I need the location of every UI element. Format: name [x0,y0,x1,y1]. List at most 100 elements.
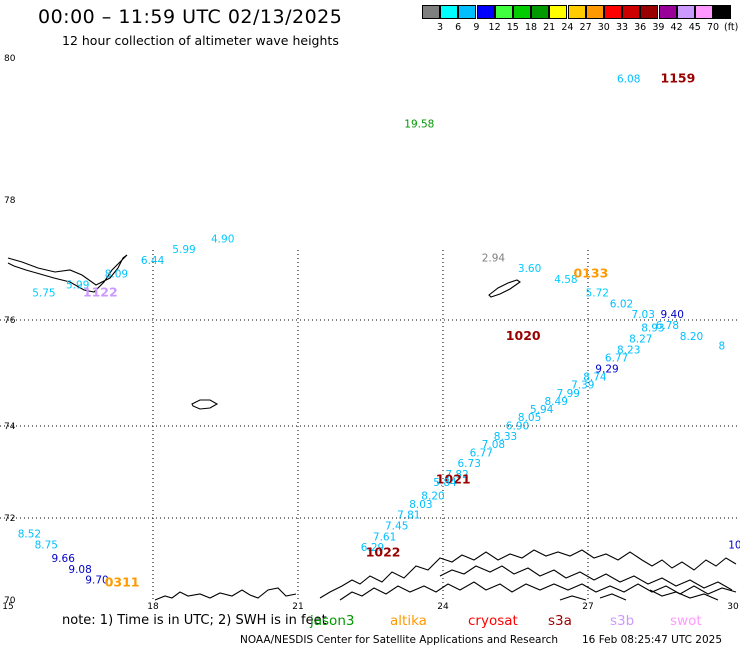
longitude-label: 27 [582,602,593,612]
scale-swatch [422,5,440,19]
scale-label: 21 [543,22,556,33]
pass-time-label: 1021 [436,472,471,487]
wave-height-value: 9.40 [661,309,684,321]
scale-swatch [531,5,550,19]
wave-height-value: 7.99 [557,388,580,400]
wave-height-value: 8.03 [409,499,432,511]
wave-height-value: 5.99 [172,244,195,256]
scale-swatch [604,5,622,19]
scale-label: 39 [652,22,665,33]
footer-note: note: 1) Time is in UTC; 2) SWH is in fe… [62,613,327,628]
wave-height-value: 8.20 [680,331,703,343]
wave-height-value: 8.20 [421,491,444,503]
pass-time-label: 0133 [574,266,609,281]
wave-height-value: 8 [719,341,726,353]
satellite-legend-item: jason3 [310,613,355,629]
wave-height-value: 6.29 [361,542,384,554]
wave-height-value: 8.49 [545,396,568,408]
pass-time-label: 1020 [506,328,541,343]
wave-height-value: 6.08 [617,73,640,85]
scale-swatch [440,5,459,19]
wave-height-value: 8.52 [18,529,41,541]
scale-swatch [567,5,586,19]
lat-lon-grid [0,250,740,600]
longitude-label: 15 [2,602,13,612]
scale-swatch [640,5,659,19]
scale-swatch [658,5,677,19]
wave-height-value: 9.08 [68,564,91,576]
scale-label: 70 [706,22,720,33]
generation-timestamp: 16 Feb 08:25:47 UTC 2025 [582,634,722,646]
wave-height-value: 7.39 [571,380,594,392]
latitude-label: 76 [4,316,16,326]
satellite-legend-item: s3a [548,613,572,629]
wave-height-value: 9.29 [595,363,618,375]
wave-height-value: 6.73 [458,458,481,470]
wave-height-value: 3.60 [518,263,541,275]
scale-swatch [585,5,604,19]
credit-text: NOAA/NESDIS Center for Satellite Applica… [240,634,558,646]
scale-label: 18 [524,22,538,33]
satellite-legend-item: swot [670,613,702,629]
wave-height-value: 6.44 [141,255,165,267]
wave-height-value: 7.45 [385,521,408,533]
wave-height-value: 7.61 [373,531,396,543]
wave-height-value: 8.23 [617,344,640,356]
wave-height-value: 8.27 [629,334,652,346]
wave-height-value: 7.82 [445,469,468,481]
wave-height-value: 8.05 [518,412,541,424]
wave-height-value: 4.58 [554,274,577,286]
scale-swatch [476,5,495,19]
wave-height-value: 4.90 [211,233,234,245]
pass-time-label: 1022 [366,545,401,560]
scale-label: 27 [579,22,592,33]
wave-height-points: 10209.408.938.278.236.779.298.747.397.99… [18,70,740,589]
wave-height-value: 7.03 [632,309,655,321]
pass-time-label: 1122 [83,285,118,300]
scale-label: 12 [488,22,501,33]
latitude-label: 78 [4,196,16,206]
wave-height-value: 9.70 [85,575,108,587]
wave-height-value: 6.90 [506,420,529,432]
longitude-label: 18 [147,602,159,612]
scale-label: 45 [688,22,701,33]
wave-height-value: 10 [728,540,740,552]
scale-label: 15 [506,22,519,33]
longitude-label: 24 [437,602,449,612]
scale-label: 36 [634,22,647,33]
wave-height-value: 8.93 [641,323,664,335]
scale-label: 9 [473,22,480,33]
scale-swatch [695,5,713,19]
longitude-label: 30 [727,602,739,612]
page-subtitle: 12 hour collection of altimeter wave hei… [62,33,339,48]
latitude-labels: 80 78 76 74 72 70 [4,54,16,606]
scale-label: (ft) [724,22,739,33]
coastline [7,254,737,601]
scale-label: 6 [455,22,462,33]
longitude-labels: 15 18 21 24 27 30 [2,602,739,612]
page-title: 00:00 – 11:59 UTC 02/13/2025 [38,6,343,28]
wave-height-value: 19.58 [404,118,434,130]
wave-height-value: 5.94 [530,404,554,416]
pass-time-label: 1159 [661,70,696,85]
wave-height-value: 6.78 [656,320,679,332]
wave-height-value: 7.81 [397,510,420,522]
wave-height-value: 8.33 [494,431,517,443]
scale-swatch [622,5,641,19]
wave-height-value: 9.66 [52,553,76,565]
scale-swatch [676,5,695,19]
scale-label: 30 [597,22,610,33]
latitude-label: 74 [4,422,16,432]
scale-swatch [494,5,513,19]
wave-height-value: 5.99 [66,279,89,291]
wave-height-value: 6.02 [610,298,633,310]
scale-swatch [713,5,732,19]
wave-height-value: 5.72 [586,288,609,300]
wave-height-value: 6.77 [470,447,493,459]
scale-swatch [549,5,568,19]
wave-height-value: 6.77 [605,353,628,365]
satellite-legend-item: altika [390,613,427,629]
wave-height-value: 8.75 [35,540,58,552]
wave-height-value: 8.74 [583,372,607,384]
